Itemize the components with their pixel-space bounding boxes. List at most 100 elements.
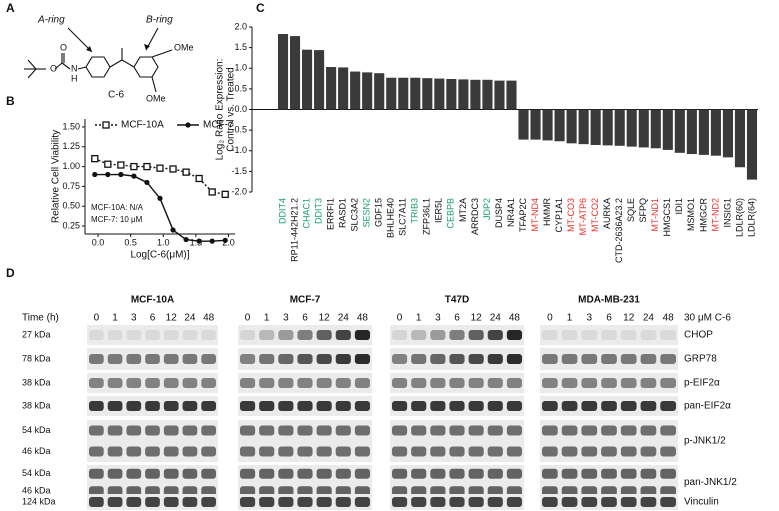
arrow-head: [144, 44, 150, 50]
band: [392, 425, 408, 436]
y-tick-label: 1.0: [234, 63, 247, 73]
time-point: 3: [131, 313, 137, 324]
band: [411, 425, 427, 436]
bar: [638, 109, 649, 148]
bar: [614, 109, 625, 146]
band: [561, 401, 578, 411]
band: [278, 401, 294, 411]
marker: [182, 168, 190, 176]
bar: [302, 49, 313, 110]
bar: [734, 109, 746, 168]
protein-label: pan-JNK1/2: [684, 477, 737, 488]
band: [640, 497, 657, 507]
band: [278, 497, 294, 507]
x-tick-label: CTD-2636A23.2: [614, 198, 624, 263]
marker: [221, 190, 229, 198]
band: [411, 446, 427, 457]
cell-line: MCF-7: [290, 295, 321, 306]
x-tick-label: ARRDC3: [470, 198, 480, 235]
band: [182, 401, 198, 411]
x-tick-label: SFPQ: [638, 198, 648, 223]
band: [278, 425, 294, 436]
time-point: 0: [547, 313, 553, 324]
time-point: 12: [623, 313, 635, 324]
band: [487, 330, 503, 340]
legend-label: MCF-7: [203, 120, 234, 131]
x-tick-label: 2.0: [222, 237, 235, 247]
band: [430, 330, 446, 340]
band: [487, 425, 503, 436]
bar: [386, 77, 397, 110]
band: [297, 497, 313, 507]
band: [581, 446, 598, 457]
band: [660, 401, 676, 411]
y-tick-label: -2.0: [231, 186, 247, 196]
band: [126, 468, 142, 479]
band: [449, 354, 465, 364]
bar: [446, 78, 457, 110]
structure: [24, 48, 173, 93]
band: [145, 486, 160, 497]
treatment-label: 30 μM C-6: [684, 313, 731, 324]
band: [354, 354, 370, 364]
y-tick-label: 1.5: [234, 42, 247, 52]
kda-label: 46 kDa: [22, 486, 51, 496]
bar: [326, 67, 337, 110]
annotation: MCF-7: 10 μM: [91, 215, 143, 224]
x-tick-label: SLC3A2: [350, 198, 360, 232]
x-tick-label: 0.0: [92, 237, 105, 247]
band: [335, 486, 351, 497]
band: [620, 446, 637, 457]
band: [449, 330, 465, 340]
band: [601, 354, 617, 364]
band: [297, 354, 313, 364]
time-point: 1: [567, 313, 573, 324]
band: [89, 446, 104, 457]
band: [542, 446, 558, 457]
band: [392, 486, 408, 497]
marker: [143, 162, 151, 171]
band: [640, 401, 657, 411]
time-point: 0: [94, 313, 100, 324]
panel-label: B: [6, 94, 15, 108]
band: [107, 497, 123, 507]
time-point: 3: [435, 313, 441, 324]
band: [259, 497, 275, 507]
time-label: Time (h): [22, 313, 59, 324]
band: [201, 401, 216, 411]
band: [430, 446, 446, 457]
x-tick-label: AURKA: [602, 198, 612, 229]
band: [316, 497, 332, 507]
band: [468, 330, 484, 340]
band: [640, 378, 657, 388]
band: [89, 425, 104, 436]
band: [430, 354, 446, 364]
protein-label: CHOP: [684, 330, 713, 341]
kda-label: 54 kDa: [22, 468, 51, 478]
x-tick-label: RP11-442H21.2: [289, 198, 299, 262]
band: [126, 446, 142, 457]
x-tick-label: 0.5: [124, 237, 137, 247]
band: [278, 330, 294, 340]
band: [411, 354, 427, 364]
band: [163, 425, 179, 436]
band: [354, 486, 370, 497]
band: [487, 401, 503, 411]
x-tick-label: LDLR(64): [746, 198, 756, 237]
time-point: 24: [338, 313, 350, 324]
blot-background: [87, 325, 218, 345]
band: [640, 486, 657, 497]
time-point: 48: [357, 313, 369, 324]
kda-label: 38 kDa: [22, 400, 51, 410]
band: [335, 497, 351, 507]
band: [182, 354, 198, 364]
band: [581, 401, 598, 411]
band: [240, 446, 256, 457]
y-axis-label: Control vs. Treated: [226, 67, 237, 151]
band: [201, 425, 216, 436]
bar: [578, 109, 589, 145]
y-axis-label: Relative Cell Viability: [51, 130, 62, 223]
band: [506, 497, 522, 507]
band: [561, 425, 578, 436]
band: [145, 446, 160, 457]
